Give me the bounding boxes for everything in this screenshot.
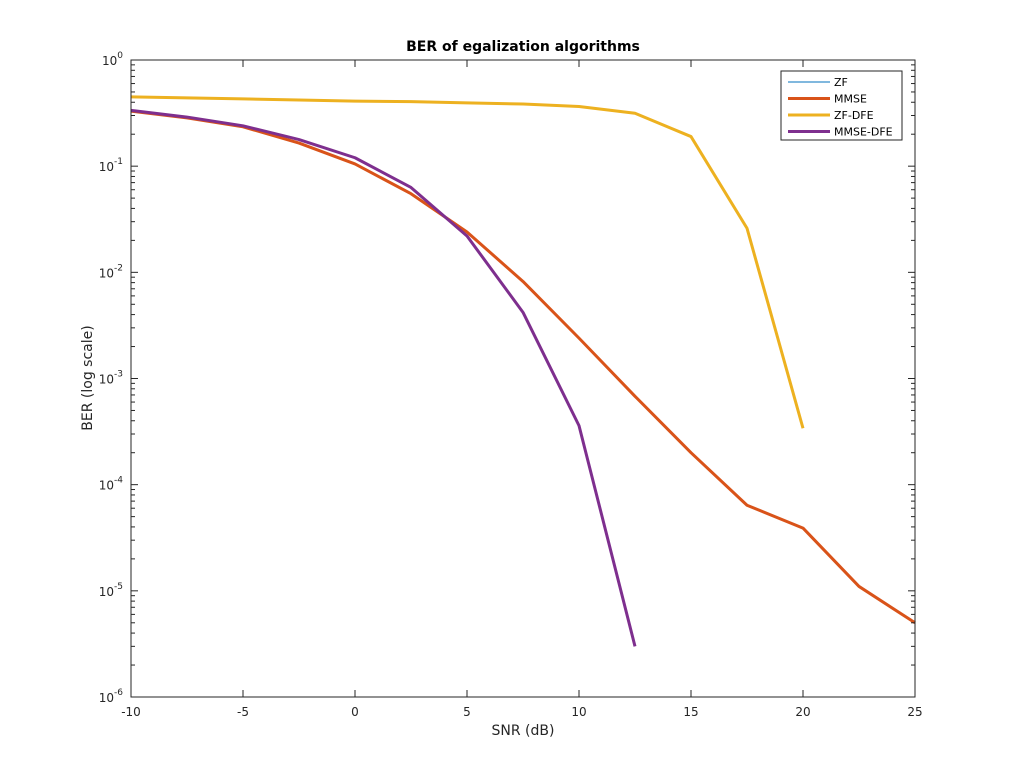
y-tick-label: 10-1 [99,157,123,174]
legend-label-mmse: MMSE [834,93,867,106]
legend-box [780,70,903,141]
y-tick-label: 10-2 [99,263,123,280]
legend-label-zf: ZF [834,76,848,89]
x-tick-label: 10 [571,705,586,719]
series-line-mmse [130,109,916,625]
legend-items: ZF MMSE ZF-DFE MMSE-DFE [788,76,893,139]
series-line-mmse-dfe [130,108,637,647]
x-axis-label: SNR (dB) [492,723,555,739]
y-tick-labels: 100 10-1 10-2 10-3 10-4 10-5 10-6 [99,51,124,705]
legend-label-mmse-dfe: MMSE-DFE [834,126,893,139]
x-tick-label: 20 [795,705,810,719]
legend: ZF MMSE ZF-DFE MMSE-DFE [780,70,903,141]
y-tick-label: 10-5 [99,582,123,599]
plot-area [131,60,915,697]
chart-title: BER of egalization algorithms [406,39,640,55]
x-tick-label: 5 [463,705,471,719]
axes-layer [130,59,916,698]
y-tick-label: 10-4 [99,476,124,493]
series-line-zf-dfe [130,95,805,429]
x-tick-label: 0 [351,705,359,719]
x-tick-labels: -10 -5 0 5 10 15 20 25 [121,705,922,719]
y-tick-label: 100 [102,51,123,68]
x-tick-label: -10 [121,705,141,719]
y-tick-label: 10-3 [99,370,123,387]
series-layer [130,95,916,647]
legend-label-zf-dfe: ZF-DFE [834,109,874,122]
y-tick-label: 10-6 [99,688,124,705]
y-axis-label: BER (log scale) [80,325,96,430]
x-tick-label: 15 [683,705,698,719]
x-tick-label: 25 [907,705,922,719]
x-tick-label: -5 [237,705,249,719]
